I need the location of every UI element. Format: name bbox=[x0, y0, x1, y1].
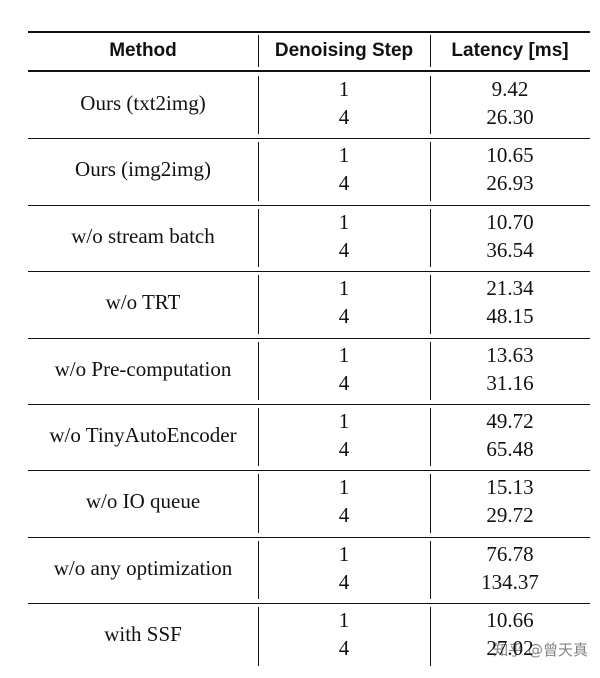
rule bbox=[28, 70, 590, 72]
rule bbox=[258, 607, 260, 666]
rule bbox=[28, 536, 590, 538]
latency: 48.15 bbox=[486, 304, 534, 329]
rule bbox=[28, 470, 590, 472]
step: 1 bbox=[338, 541, 350, 566]
rule bbox=[28, 204, 590, 206]
rule bbox=[430, 76, 432, 135]
method: w/o stream batch bbox=[71, 223, 215, 248]
step: 1 bbox=[338, 409, 350, 433]
latency: 13.63 bbox=[486, 342, 534, 367]
rule bbox=[258, 35, 260, 67]
latency: 21.34 bbox=[486, 276, 534, 301]
rule bbox=[258, 275, 260, 334]
latency: 26.93 bbox=[486, 171, 534, 196]
rule bbox=[430, 142, 432, 201]
latency: 26.30 bbox=[486, 105, 534, 129]
method: Ours (txt2img) bbox=[80, 91, 206, 115]
latency: 76.78 bbox=[486, 541, 534, 566]
rule bbox=[430, 474, 432, 533]
method: with SSF bbox=[104, 622, 182, 647]
step: 4 bbox=[338, 105, 350, 129]
method: w/o any optimization bbox=[53, 555, 233, 580]
latency: 10.65 bbox=[486, 143, 534, 168]
step: 1 bbox=[338, 209, 350, 234]
rule bbox=[430, 275, 432, 334]
step: 4 bbox=[338, 237, 350, 262]
step: 4 bbox=[338, 636, 350, 661]
method: w/o TRT bbox=[105, 290, 181, 315]
rule bbox=[28, 31, 590, 33]
rule bbox=[430, 540, 432, 600]
rule bbox=[430, 35, 432, 67]
latency: 10.70 bbox=[486, 209, 534, 234]
rule bbox=[258, 142, 260, 201]
latency: 15.13 bbox=[486, 475, 534, 500]
rule bbox=[28, 603, 590, 605]
latency: 65.48 bbox=[486, 437, 534, 461]
step: 1 bbox=[338, 276, 350, 301]
header-latency: Latency [ms] bbox=[451, 40, 569, 61]
rule bbox=[258, 76, 260, 135]
latency: 10.66 bbox=[486, 608, 534, 633]
step: 1 bbox=[338, 608, 350, 633]
latency: 49.72 bbox=[486, 409, 534, 433]
header-method: Method bbox=[109, 40, 177, 61]
step: 1 bbox=[338, 143, 350, 168]
rule bbox=[258, 408, 260, 467]
rule bbox=[430, 208, 432, 268]
step: 1 bbox=[338, 77, 350, 101]
watermark: 知乎 @曾天真 bbox=[493, 641, 588, 659]
rule bbox=[430, 607, 432, 666]
latency: 27.02 bbox=[486, 636, 534, 661]
rule bbox=[258, 474, 260, 533]
method: w/o IO queue bbox=[85, 489, 201, 514]
step: 1 bbox=[338, 342, 350, 367]
step: 1 bbox=[338, 475, 350, 500]
method: Ours (img2img) bbox=[75, 157, 211, 182]
rule bbox=[430, 341, 432, 400]
rule bbox=[28, 337, 590, 339]
step: 4 bbox=[338, 304, 350, 329]
step: 4 bbox=[338, 569, 350, 594]
method: w/o Pre-computation bbox=[54, 356, 232, 381]
step: 4 bbox=[338, 503, 350, 528]
latency: 36.54 bbox=[486, 237, 534, 262]
step: 4 bbox=[338, 171, 350, 196]
step: 4 bbox=[338, 370, 350, 395]
rule bbox=[258, 540, 260, 600]
step: 4 bbox=[338, 437, 350, 461]
header-step: Denoising Step bbox=[274, 40, 414, 61]
latency: 29.72 bbox=[486, 503, 534, 528]
rule bbox=[28, 138, 590, 140]
method: w/o TinyAutoEncoder bbox=[49, 423, 237, 447]
rule bbox=[28, 271, 590, 273]
latency: 9.42 bbox=[491, 77, 529, 101]
rule bbox=[430, 408, 432, 467]
rule bbox=[258, 341, 260, 400]
rule bbox=[28, 404, 590, 405]
latency: 134.37 bbox=[481, 569, 539, 594]
rule bbox=[258, 208, 260, 268]
latency: 31.16 bbox=[486, 370, 534, 395]
